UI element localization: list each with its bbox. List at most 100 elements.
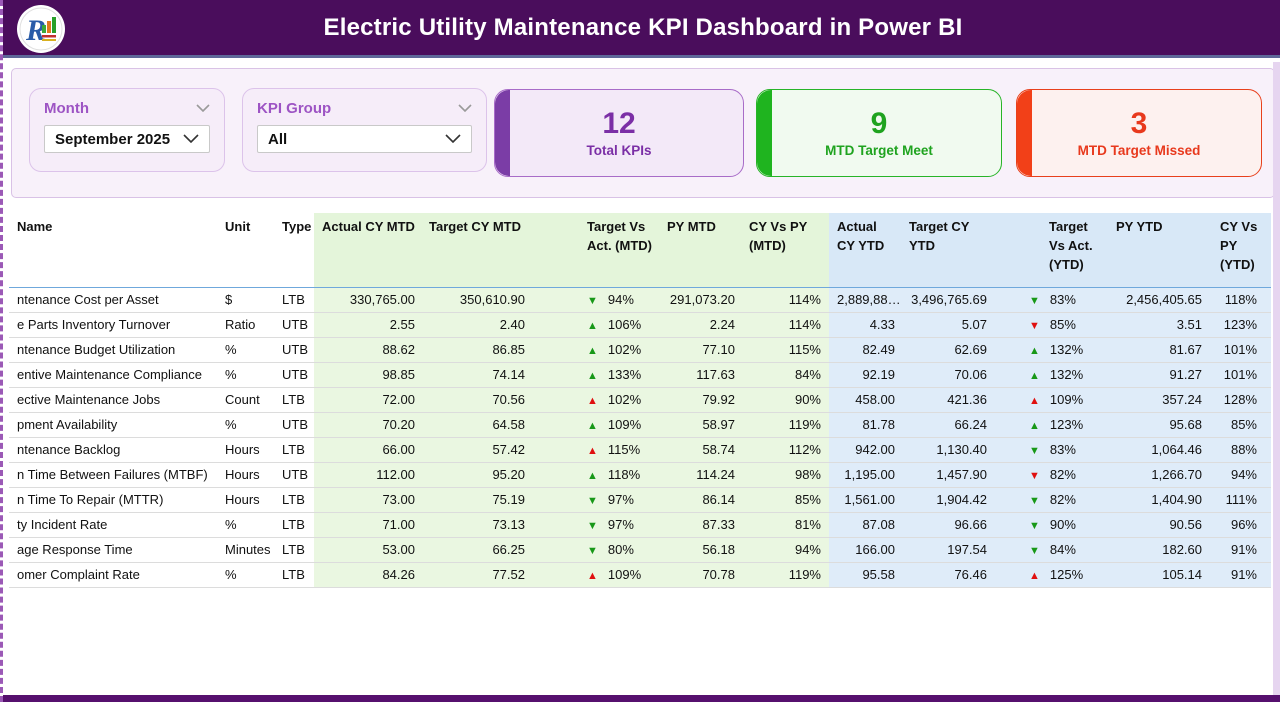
table-row[interactable]: ntenance Cost per Asset $ LTB 330,765.00 350… — [9, 287, 1271, 313]
table-row[interactable]: n Time Between Failures (MTBF) Hours UTB 11… — [9, 462, 1271, 488]
kpi-group-dropdown[interactable]: All — [257, 125, 472, 153]
cell-target-mtd: 66.25 — [421, 537, 531, 563]
month-slicer-label: Month — [44, 99, 89, 117]
cell-tva-ytd: ▼ 82% — [993, 462, 1108, 488]
chevron-down-icon[interactable] — [458, 99, 472, 117]
mtd-target-missed-label: MTD Target Missed — [1077, 142, 1201, 158]
cell-tva-mtd: ▲ 109% — [531, 562, 659, 588]
trend-up-icon: ▲ — [587, 445, 598, 457]
table-row[interactable]: e Parts Inventory Turnover Ratio UTB 2.55 2.… — [9, 312, 1271, 338]
cell-name: ntenance Cost per Asset — [9, 287, 217, 313]
column-header-name[interactable]: Name — [9, 213, 217, 288]
trend-up-icon: ▲ — [587, 570, 598, 582]
cell-py-ytd: 2,456,405.65 — [1108, 287, 1212, 313]
trend-up-icon: ▲ — [587, 420, 598, 432]
cell-tva-mtd: ▼ 94% — [531, 287, 659, 313]
cell-tva-ytd: ▲ 132% — [993, 337, 1108, 363]
cell-py-mtd: 87.33 — [659, 512, 741, 538]
column-header-actual-cy-ytd[interactable]: Actual CY YTD — [829, 213, 901, 288]
trend-up-icon: ▲ — [1029, 570, 1040, 582]
cell-cy-vs-py-ytd: 91% — [1212, 537, 1271, 563]
cell-name: omer Complaint Rate — [9, 562, 217, 588]
cell-unit: $ — [217, 287, 274, 313]
target-vs-actual-value: 133% — [607, 367, 642, 382]
cell-type: UTB — [274, 462, 314, 488]
logo-icon: R — [19, 7, 63, 51]
trend-down-icon: ▼ — [1029, 520, 1040, 532]
column-header-actual-cy-mtd[interactable]: Actual CY MTD — [314, 213, 421, 288]
column-header-py-mtd[interactable]: PY MTD — [659, 213, 741, 288]
cell-type: LTB — [274, 537, 314, 563]
column-header-unit[interactable]: Unit — [217, 213, 274, 288]
card-accent-bar — [757, 90, 772, 176]
column-header-cy-vs-py-ytd[interactable]: CY Vs PY (YTD) — [1212, 213, 1271, 288]
cell-py-mtd: 2.24 — [659, 312, 741, 338]
cell-py-mtd: 70.78 — [659, 562, 741, 588]
chevron-down-icon[interactable] — [196, 99, 210, 117]
cell-target-mtd: 64.58 — [421, 412, 531, 438]
cell-name: e Parts Inventory Turnover — [9, 312, 217, 338]
cell-actual-ytd: 87.08 — [829, 512, 901, 538]
column-header-cy-vs-py-mtd[interactable]: CY Vs PY (MTD) — [741, 213, 829, 288]
month-dropdown[interactable]: September 2025 — [44, 125, 210, 153]
column-header-target-vs-act-mtd[interactable]: Target Vs Act. (MTD) — [531, 213, 659, 288]
column-header-target-cy-ytd[interactable]: Target CY YTD — [901, 213, 993, 288]
trend-up-icon: ▲ — [1029, 395, 1040, 407]
cell-target-ytd: 3,496,765.69 — [901, 287, 993, 313]
card-accent-bar — [495, 90, 510, 176]
column-header-target-cy-mtd[interactable]: Target CY MTD — [421, 213, 531, 288]
cell-type: LTB — [274, 562, 314, 588]
cell-target-ytd: 62.69 — [901, 337, 993, 363]
cell-tva-mtd: ▼ 97% — [531, 487, 659, 513]
cell-unit: Hours — [217, 487, 274, 513]
cell-target-ytd: 197.54 — [901, 537, 993, 563]
cell-cy-vs-py-mtd: 85% — [741, 487, 829, 513]
table-row[interactable]: age Response Time Minutes LTB 53.00 66.25 ▼ 80… — [9, 537, 1271, 563]
total-kpis-card: 12 Total KPIs — [494, 89, 744, 177]
table-row[interactable]: ntenance Backlog Hours LTB 66.00 57.42 ▲ 115% 5… — [9, 437, 1271, 463]
cell-py-ytd: 91.27 — [1108, 362, 1212, 388]
cell-unit: % — [217, 362, 274, 388]
cell-tva-ytd: ▼ 83% — [993, 437, 1108, 463]
cell-actual-ytd: 1,561.00 — [829, 487, 901, 513]
table-row[interactable]: ty Incident Rate% LTB 71.00 73.13 ▼ 97% 87.33 8… — [9, 512, 1271, 538]
cell-type: UTB — [274, 412, 314, 438]
cell-py-mtd: 77.10 — [659, 337, 741, 363]
vertical-scrollbar[interactable] — [1273, 62, 1280, 695]
cell-py-ytd: 357.24 — [1108, 387, 1212, 413]
target-vs-actual-value: 132% — [1049, 342, 1084, 357]
mtd-target-missed-card: 3 MTD Target Missed — [1016, 89, 1262, 177]
target-vs-actual-value: 82% — [1049, 492, 1076, 507]
cell-unit: % — [217, 412, 274, 438]
cell-cy-vs-py-ytd: 101% — [1212, 362, 1271, 388]
chevron-down-icon — [445, 130, 461, 148]
table-row[interactable]: ective Maintenance Jobs Count LTB 72.00 70.5… — [9, 387, 1271, 413]
mtd-target-meet-card: 9 MTD Target Meet — [756, 89, 1002, 177]
cell-py-mtd: 86.14 — [659, 487, 741, 513]
target-vs-actual-value: 132% — [1049, 367, 1084, 382]
cell-cy-vs-py-ytd: 123% — [1212, 312, 1271, 338]
cell-actual-ytd: 82.49 — [829, 337, 901, 363]
cell-tva-mtd: ▼ 97% — [531, 512, 659, 538]
target-vs-actual-value: 97% — [607, 517, 634, 532]
cell-name: ntenance Budget Utilization — [9, 337, 217, 363]
cell-cy-vs-py-mtd: 115% — [741, 337, 829, 363]
cell-cy-vs-py-mtd: 112% — [741, 437, 829, 463]
cell-py-mtd: 117.63 — [659, 362, 741, 388]
table-row[interactable]: pment Availability% UTB 70.20 64.58 ▲ 109% 58.… — [9, 412, 1271, 438]
cell-py-ytd: 3.51 — [1108, 312, 1212, 338]
cell-cy-vs-py-ytd: 118% — [1212, 287, 1271, 313]
column-header-type[interactable]: Type — [274, 213, 314, 288]
trend-down-icon: ▼ — [1029, 295, 1040, 307]
table-row[interactable]: entive Maintenance Compliance% UTB 98.85 74… — [9, 362, 1271, 388]
cell-actual-ytd: 81.78 — [829, 412, 901, 438]
column-header-py-ytd[interactable]: PY YTD — [1108, 213, 1212, 288]
table-row[interactable]: ntenance Budget Utilization% UTB 88.62 86.8… — [9, 337, 1271, 363]
cell-actual-mtd: 72.00 — [314, 387, 421, 413]
column-header-target-vs-act-ytd[interactable]: Target Vs Act. (YTD) — [993, 213, 1108, 288]
cell-actual-ytd: 166.00 — [829, 537, 901, 563]
table-row[interactable]: omer Complaint Rate% LTB 84.26 77.52 ▲ 109% 70… — [9, 562, 1271, 588]
cell-name: entive Maintenance Compliance — [9, 362, 217, 388]
table-row[interactable]: n Time To Repair (MTTR) Hours LTB 73.00 75.1… — [9, 487, 1271, 513]
